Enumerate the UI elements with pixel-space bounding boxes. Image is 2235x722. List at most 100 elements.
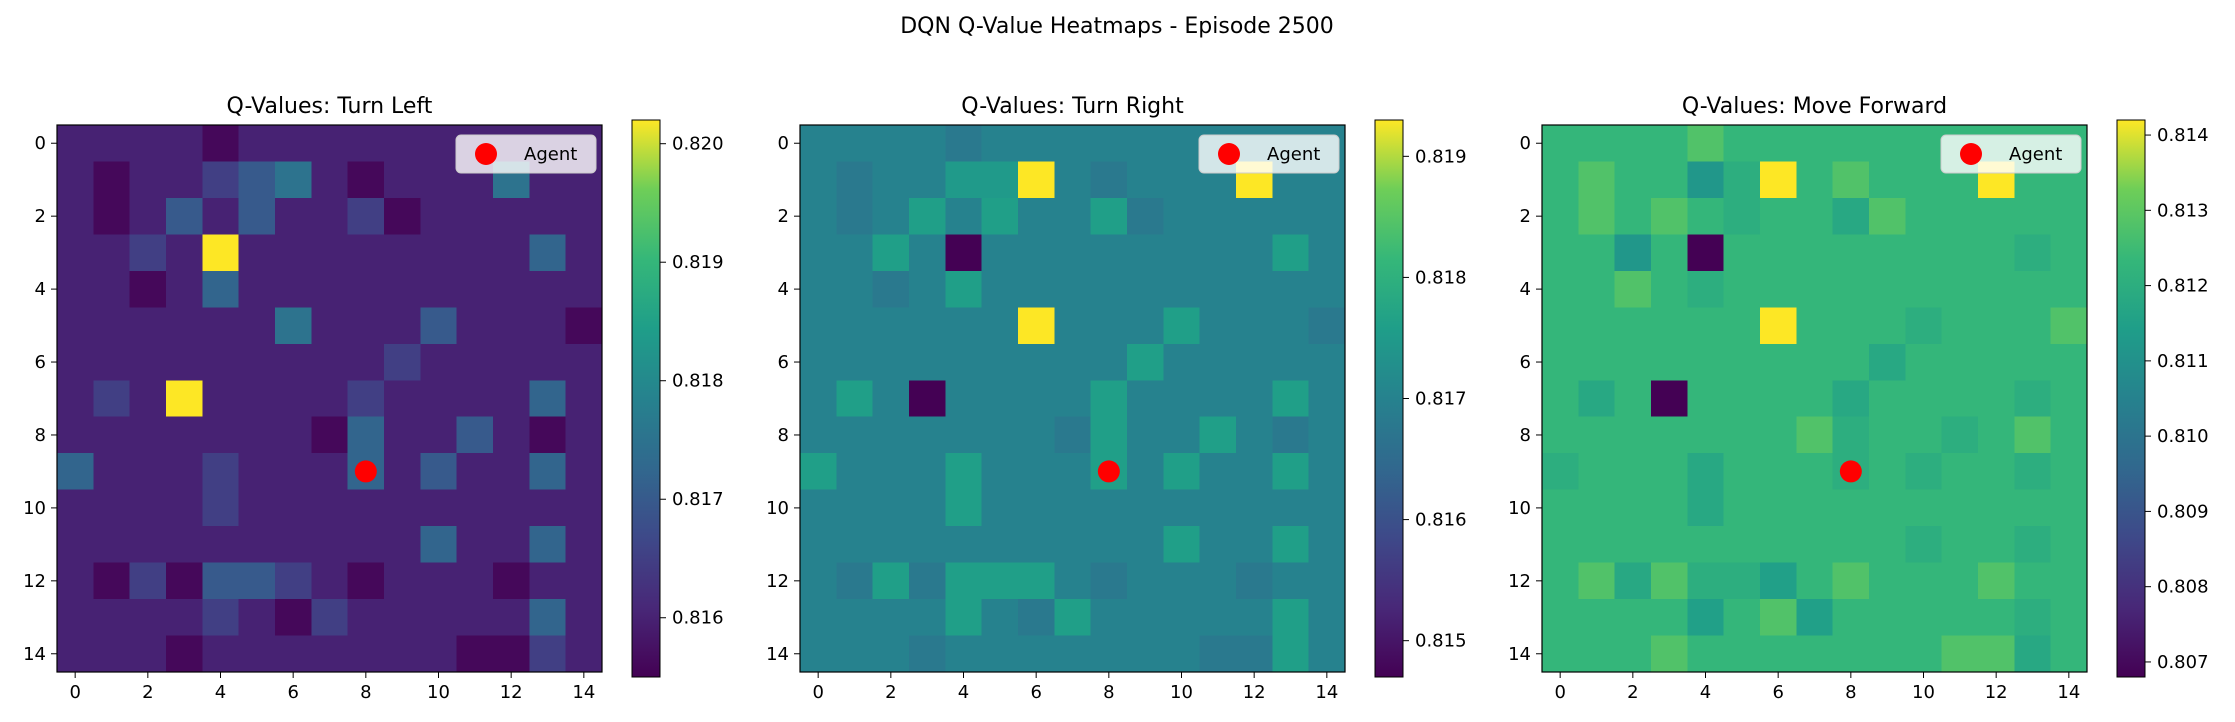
heatmap-cell <box>1272 489 1310 527</box>
heatmap-cell <box>1308 307 1346 345</box>
heatmap-cell <box>2050 197 2088 235</box>
colorbar-tick-label: 0.819 <box>1415 146 1467 167</box>
heatmap-cell <box>1760 270 1797 308</box>
heatmap-cell <box>420 125 458 163</box>
heatmap-cell <box>384 343 421 381</box>
heatmap-cell <box>1796 307 1834 345</box>
heatmap-cell <box>1905 161 1943 199</box>
heatmap-cell <box>1272 307 1310 345</box>
heatmap-cell <box>565 270 603 308</box>
heatmap-cell <box>1018 270 1055 308</box>
heatmap-cell <box>1542 416 1579 454</box>
heatmap-cell <box>800 416 837 454</box>
heatmap-cell <box>1723 416 1761 454</box>
heatmap-cell <box>493 380 530 418</box>
x-tick-label: 0 <box>812 682 823 703</box>
heatmap-cell <box>275 161 312 199</box>
heatmap-cell <box>456 453 494 491</box>
heatmap-cell <box>945 416 983 454</box>
heatmap-cell <box>1723 270 1761 308</box>
heatmap-cell <box>529 562 567 600</box>
heatmap-cell <box>238 562 276 600</box>
heatmap-cell <box>1090 526 1128 564</box>
heatmap-cell <box>909 562 946 600</box>
heatmap-cell <box>1651 161 1688 199</box>
heatmap-cell <box>945 380 983 418</box>
heatmap-cell <box>945 599 983 637</box>
heatmap-cell <box>1687 453 1725 491</box>
heatmap-cell <box>1651 562 1688 600</box>
heatmap-cell <box>2014 197 2052 235</box>
heatmap-cell <box>1687 599 1725 637</box>
heatmap-cell <box>800 526 837 564</box>
heatmap-cell <box>1272 526 1310 564</box>
heatmap-cell <box>1614 125 1652 163</box>
heatmap-cell <box>1651 270 1688 308</box>
heatmap-cell <box>2014 380 2052 418</box>
colorbar-tick-label: 0.810 <box>2157 426 2209 447</box>
heatmap-cell <box>456 562 494 600</box>
heatmap-cell <box>493 635 530 673</box>
heatmap-cell <box>2050 562 2088 600</box>
heatmap-cell <box>1090 380 1128 418</box>
heatmap-cell <box>1760 307 1797 345</box>
heatmap-cell <box>1199 526 1237 564</box>
heatmap-cell <box>981 489 1019 527</box>
heatmap-cell <box>93 453 131 491</box>
heatmap-cell <box>1272 197 1310 235</box>
heatmap-cell <box>1127 307 1164 345</box>
heatmap-cell <box>1199 416 1237 454</box>
heatmap-cell <box>166 416 203 454</box>
heatmap-cell <box>529 197 567 235</box>
heatmap-cell <box>1127 562 1164 600</box>
heatmap-cell <box>1905 307 1943 345</box>
heatmap-cell <box>347 270 385 308</box>
heatmap-cell <box>1869 635 1906 673</box>
colorbar-tick-label: 0.809 <box>2157 501 2209 522</box>
heatmap-cell <box>238 161 276 199</box>
heatmap-cell <box>1578 161 1616 199</box>
heatmap-cell <box>1796 270 1834 308</box>
heatmap-cell <box>1869 307 1906 345</box>
heatmap-cell <box>347 343 385 381</box>
heatmap-cell <box>565 380 603 418</box>
heatmap-cell <box>1236 380 1273 418</box>
heatmap-cell <box>1651 343 1688 381</box>
heatmap-cell <box>1090 489 1128 527</box>
heatmap-cell <box>1796 125 1834 163</box>
heatmap-cell <box>166 526 203 564</box>
heatmap-cell <box>1018 453 1055 491</box>
colorbar-tick-label: 0.812 <box>2157 276 2209 297</box>
heatmap-cell <box>565 562 603 600</box>
heatmap-cell <box>1651 234 1688 272</box>
heatmap-cell <box>1760 380 1797 418</box>
heatmap-cell <box>166 635 203 673</box>
heatmap-cell <box>384 526 421 564</box>
colorbar-tick-label: 0.817 <box>672 489 724 510</box>
x-tick-label: 2 <box>885 682 896 703</box>
heatmap-cell <box>836 562 874 600</box>
heatmap-cell <box>384 161 421 199</box>
heatmap-cell <box>1796 416 1834 454</box>
y-tick-label: 6 <box>778 352 789 373</box>
heatmap-cell <box>1199 562 1237 600</box>
heatmap-cell <box>202 526 240 564</box>
heatmap-cell <box>238 197 276 235</box>
heatmap-cell <box>1905 526 1943 564</box>
x-tick-label: 4 <box>215 682 226 703</box>
heatmap-cell <box>166 234 203 272</box>
x-tick-label: 12 <box>500 682 523 703</box>
heatmap-cell <box>93 270 131 308</box>
legend-label: Agent <box>1267 144 1320 165</box>
heatmap-cell <box>945 526 983 564</box>
heatmap-cell <box>2050 453 2088 491</box>
heatmap-cell <box>1941 197 1979 235</box>
figure-suptitle: DQN Q-Value Heatmaps - Episode 2500 <box>900 14 1334 39</box>
heatmap-cell <box>945 270 983 308</box>
heatmap-cell <box>1542 489 1579 527</box>
heatmap-cell <box>1127 416 1164 454</box>
heatmap-cell <box>493 307 530 345</box>
heatmap-cell <box>800 161 837 199</box>
heatmap-cell <box>1272 635 1310 673</box>
